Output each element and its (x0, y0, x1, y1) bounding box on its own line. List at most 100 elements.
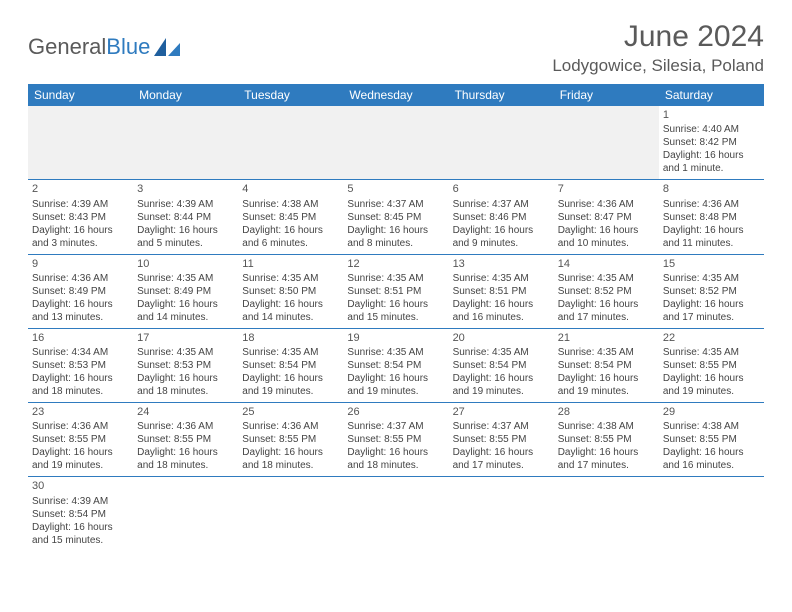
calendar-cell: 26Sunrise: 4:37 AMSunset: 8:55 PMDayligh… (343, 403, 448, 477)
sunrise-text: Sunrise: 4:35 AM (558, 272, 655, 285)
calendar-cell: 12Sunrise: 4:35 AMSunset: 8:51 PMDayligh… (343, 254, 448, 328)
calendar-cell: 14Sunrise: 4:35 AMSunset: 8:52 PMDayligh… (554, 254, 659, 328)
calendar-cell (133, 106, 238, 180)
daylight-text: Daylight: 16 hours and 6 minutes. (242, 224, 339, 250)
calendar-cell (343, 106, 448, 180)
sunrise-text: Sunrise: 4:37 AM (453, 198, 550, 211)
daylight-text: Daylight: 16 hours and 17 minutes. (663, 298, 760, 324)
sunrise-text: Sunrise: 4:39 AM (32, 495, 129, 508)
calendar-cell: 21Sunrise: 4:35 AMSunset: 8:54 PMDayligh… (554, 328, 659, 402)
logo-text-2: Blue (106, 34, 150, 60)
day-number: 11 (242, 257, 339, 271)
daylight-text: Daylight: 16 hours and 14 minutes. (137, 298, 234, 324)
weekday-header: Tuesday (238, 84, 343, 106)
calendar-week-row: 9Sunrise: 4:36 AMSunset: 8:49 PMDaylight… (28, 254, 764, 328)
day-number: 1 (663, 108, 760, 122)
daylight-text: Daylight: 16 hours and 16 minutes. (663, 446, 760, 472)
sunset-text: Sunset: 8:53 PM (32, 359, 129, 372)
sunrise-text: Sunrise: 4:35 AM (242, 346, 339, 359)
daylight-text: Daylight: 16 hours and 14 minutes. (242, 298, 339, 324)
sunset-text: Sunset: 8:55 PM (558, 433, 655, 446)
calendar-cell: 4 Sunrise: 4:38 AMSunset: 8:45 PMDaylight… (238, 180, 343, 254)
daylight-text: Daylight: 16 hours and 8 minutes. (347, 224, 444, 250)
sunrise-text: Sunrise: 4:38 AM (242, 198, 339, 211)
sunrise-text: Sunrise: 4:35 AM (453, 272, 550, 285)
sunrise-text: Sunrise: 4:35 AM (137, 272, 234, 285)
day-number: 25 (242, 405, 339, 419)
sunset-text: Sunset: 8:49 PM (137, 285, 234, 298)
sunset-text: Sunset: 8:51 PM (347, 285, 444, 298)
daylight-text: Daylight: 16 hours and 10 minutes. (558, 224, 655, 250)
day-number: 30 (32, 479, 129, 493)
calendar-cell (238, 106, 343, 180)
sunrise-text: Sunrise: 4:36 AM (242, 420, 339, 433)
sunset-text: Sunset: 8:49 PM (32, 285, 129, 298)
sunset-text: Sunset: 8:45 PM (347, 211, 444, 224)
logo: GeneralBlue (28, 34, 180, 60)
sunset-text: Sunset: 8:55 PM (453, 433, 550, 446)
calendar-week-row: 30Sunrise: 4:39 AMSunset: 8:54 PMDayligh… (28, 477, 764, 551)
calendar-cell (554, 477, 659, 551)
calendar-cell: 2Sunrise: 4:39 AMSunset: 8:43 PMDaylight… (28, 180, 133, 254)
daylight-text: Daylight: 16 hours and 1 minute. (663, 149, 760, 175)
sunset-text: Sunset: 8:45 PM (242, 211, 339, 224)
day-number: 23 (32, 405, 129, 419)
daylight-text: Daylight: 16 hours and 11 minutes. (663, 224, 760, 250)
sunrise-text: Sunrise: 4:38 AM (663, 420, 760, 433)
sunrise-text: Sunrise: 4:37 AM (453, 420, 550, 433)
calendar-cell: 19Sunrise: 4:35 AMSunset: 8:54 PMDayligh… (343, 328, 448, 402)
sunset-text: Sunset: 8:43 PM (32, 211, 129, 224)
day-number: 28 (558, 405, 655, 419)
calendar-cell: 20Sunrise: 4:35 AMSunset: 8:54 PMDayligh… (449, 328, 554, 402)
calendar-cell (449, 106, 554, 180)
daylight-text: Daylight: 16 hours and 18 minutes. (32, 372, 129, 398)
day-number: 15 (663, 257, 760, 271)
calendar-cell (554, 106, 659, 180)
daylight-text: Daylight: 16 hours and 13 minutes. (32, 298, 129, 324)
day-number: 18 (242, 331, 339, 345)
calendar-cell: 15Sunrise: 4:35 AMSunset: 8:52 PMDayligh… (659, 254, 764, 328)
sunrise-text: Sunrise: 4:35 AM (137, 346, 234, 359)
calendar-cell: 28Sunrise: 4:38 AMSunset: 8:55 PMDayligh… (554, 403, 659, 477)
sunrise-text: Sunrise: 4:35 AM (663, 272, 760, 285)
sunrise-text: Sunrise: 4:36 AM (32, 272, 129, 285)
sunrise-text: Sunrise: 4:38 AM (558, 420, 655, 433)
daylight-text: Daylight: 16 hours and 16 minutes. (453, 298, 550, 324)
sunset-text: Sunset: 8:55 PM (137, 433, 234, 446)
sunrise-text: Sunrise: 4:35 AM (347, 272, 444, 285)
sunrise-text: Sunrise: 4:37 AM (347, 198, 444, 211)
day-number: 5 (347, 182, 444, 196)
sunset-text: Sunset: 8:54 PM (347, 359, 444, 372)
calendar-cell: 17Sunrise: 4:35 AMSunset: 8:53 PMDayligh… (133, 328, 238, 402)
sail-icon (154, 38, 180, 56)
sunset-text: Sunset: 8:54 PM (242, 359, 339, 372)
calendar-cell: 6Sunrise: 4:37 AMSunset: 8:46 PMDaylight… (449, 180, 554, 254)
calendar-week-row: 1Sunrise: 4:40 AMSunset: 8:42 PMDaylight… (28, 106, 764, 180)
daylight-text: Daylight: 16 hours and 17 minutes. (453, 446, 550, 472)
daylight-text: Daylight: 16 hours and 3 minutes. (32, 224, 129, 250)
day-number: 24 (137, 405, 234, 419)
sunrise-text: Sunrise: 4:36 AM (558, 198, 655, 211)
sunset-text: Sunset: 8:44 PM (137, 211, 234, 224)
calendar-cell: 10Sunrise: 4:35 AMSunset: 8:49 PMDayligh… (133, 254, 238, 328)
sunset-text: Sunset: 8:51 PM (453, 285, 550, 298)
sunset-text: Sunset: 8:54 PM (453, 359, 550, 372)
sunset-text: Sunset: 8:54 PM (32, 508, 129, 521)
day-number: 8 (663, 182, 760, 196)
day-number: 4 (242, 182, 339, 196)
calendar-cell (343, 477, 448, 551)
weekday-header: Wednesday (343, 84, 448, 106)
sunrise-text: Sunrise: 4:39 AM (137, 198, 234, 211)
daylight-text: Daylight: 16 hours and 19 minutes. (242, 372, 339, 398)
day-number: 2 (32, 182, 129, 196)
calendar-cell (659, 477, 764, 551)
sunset-text: Sunset: 8:55 PM (32, 433, 129, 446)
sunset-text: Sunset: 8:50 PM (242, 285, 339, 298)
calendar-cell: 23Sunrise: 4:36 AMSunset: 8:55 PMDayligh… (28, 403, 133, 477)
weekday-header: Saturday (659, 84, 764, 106)
header: GeneralBlue June 2024 Lodygowice, Silesi… (28, 20, 764, 76)
sunrise-text: Sunrise: 4:34 AM (32, 346, 129, 359)
calendar-week-row: 16Sunrise: 4:34 AMSunset: 8:53 PMDayligh… (28, 328, 764, 402)
sunset-text: Sunset: 8:55 PM (663, 359, 760, 372)
day-number: 29 (663, 405, 760, 419)
